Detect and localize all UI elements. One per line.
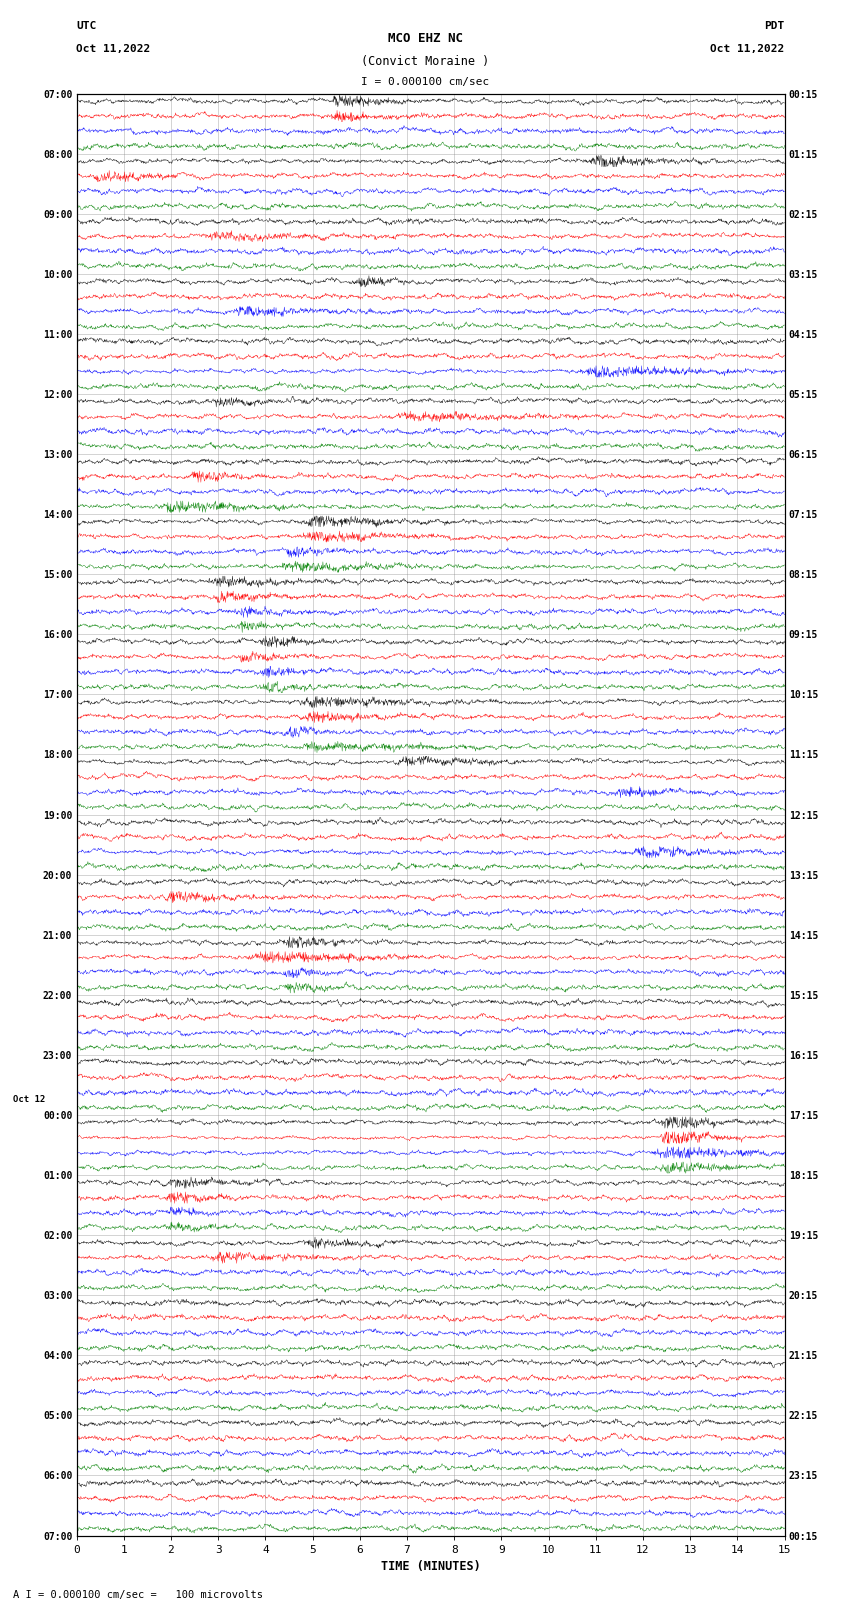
Text: Oct 12: Oct 12 — [13, 1095, 45, 1103]
Text: PDT: PDT — [764, 21, 785, 31]
Text: Oct 11,2022: Oct 11,2022 — [711, 44, 785, 53]
Text: A I = 0.000100 cm/sec =   100 microvolts: A I = 0.000100 cm/sec = 100 microvolts — [13, 1590, 263, 1600]
Text: (Convict Moraine ): (Convict Moraine ) — [361, 55, 489, 68]
X-axis label: TIME (MINUTES): TIME (MINUTES) — [381, 1560, 480, 1573]
Text: UTC: UTC — [76, 21, 97, 31]
Text: MCO EHZ NC: MCO EHZ NC — [388, 32, 462, 45]
Text: I = 0.000100 cm/sec: I = 0.000100 cm/sec — [361, 77, 489, 87]
Text: Oct 11,2022: Oct 11,2022 — [76, 44, 150, 53]
